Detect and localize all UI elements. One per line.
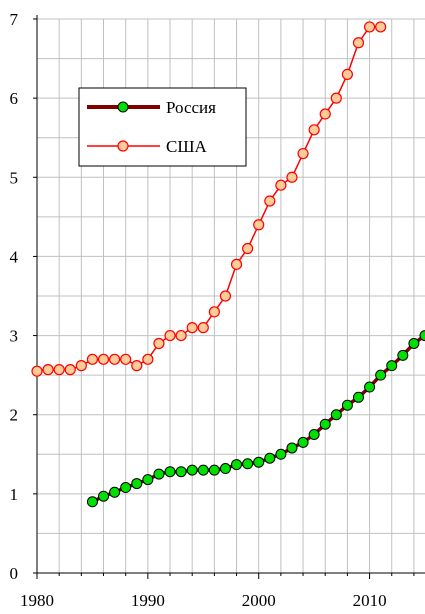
data-point bbox=[64, 364, 76, 376]
data-point bbox=[97, 353, 110, 365]
data-point bbox=[253, 456, 265, 468]
data-point bbox=[364, 381, 376, 393]
data-point bbox=[186, 464, 198, 476]
data-point bbox=[264, 452, 276, 464]
legend-label-usa: США bbox=[166, 137, 207, 156]
data-point bbox=[175, 329, 187, 342]
y-tick-label: 7 bbox=[10, 10, 19, 29]
x-tick-label: 1990 bbox=[131, 591, 165, 610]
data-point bbox=[42, 364, 54, 376]
data-point bbox=[386, 360, 398, 372]
series bbox=[31, 21, 425, 508]
data-point bbox=[219, 290, 232, 302]
x-tick-label: 2000 bbox=[242, 591, 276, 610]
data-point bbox=[330, 409, 342, 421]
y-tick-label: 6 bbox=[10, 89, 19, 108]
data-point bbox=[297, 436, 309, 448]
data-point bbox=[230, 258, 243, 270]
data-point bbox=[308, 429, 320, 440]
data-point bbox=[120, 353, 132, 365]
tick-labels: 0 1 2 3 4 5 6 7 1980 1990 2000 2010 bbox=[10, 10, 387, 610]
data-point bbox=[164, 329, 176, 342]
data-point bbox=[131, 360, 143, 372]
legend-swatch-russia-marker bbox=[117, 101, 129, 113]
data-point bbox=[352, 37, 365, 49]
legend-entry-russia: Россия bbox=[87, 98, 216, 117]
data-point bbox=[208, 306, 220, 318]
data-point bbox=[275, 179, 287, 191]
data-point bbox=[53, 364, 65, 376]
data-point bbox=[308, 124, 320, 136]
data-point bbox=[153, 468, 165, 480]
data-point bbox=[253, 219, 265, 231]
legend-box bbox=[78, 87, 247, 167]
legend-label-russia: Россия bbox=[166, 98, 216, 117]
data-point bbox=[264, 195, 276, 207]
legend-entry-usa: США bbox=[87, 137, 207, 156]
y-tick-label: 1 bbox=[10, 485, 19, 504]
legend-swatch-usa-marker bbox=[117, 140, 129, 152]
axes bbox=[33, 15, 425, 579]
data-point bbox=[219, 463, 231, 475]
data-point bbox=[286, 442, 298, 454]
data-point bbox=[142, 474, 154, 486]
legend: Россия США bbox=[78, 87, 247, 167]
data-point bbox=[98, 490, 110, 502]
data-point bbox=[375, 21, 387, 33]
y-tick-label: 4 bbox=[10, 247, 19, 266]
data-point bbox=[186, 322, 198, 334]
data-point bbox=[131, 478, 143, 490]
data-point bbox=[330, 92, 342, 104]
data-point bbox=[109, 486, 121, 498]
data-point bbox=[197, 322, 209, 334]
data-point bbox=[397, 349, 409, 361]
data-point bbox=[352, 391, 364, 403]
data-point bbox=[108, 353, 121, 365]
data-point bbox=[341, 399, 353, 411]
data-point bbox=[231, 459, 243, 471]
y-tick-label: 0 bbox=[10, 564, 19, 583]
data-point bbox=[286, 171, 298, 183]
data-point bbox=[375, 369, 387, 381]
data-point bbox=[197, 464, 209, 476]
data-point bbox=[86, 353, 99, 365]
data-point bbox=[319, 418, 331, 430]
data-point bbox=[120, 482, 132, 494]
data-point bbox=[175, 466, 187, 478]
data-point bbox=[419, 330, 425, 342]
data-point bbox=[242, 242, 254, 255]
data-point bbox=[142, 353, 154, 365]
series-line bbox=[36, 26, 381, 372]
series-usa bbox=[31, 21, 387, 377]
y-tick-label: 5 bbox=[10, 168, 19, 187]
data-point bbox=[164, 466, 176, 478]
data-point bbox=[408, 337, 420, 349]
data-point bbox=[341, 68, 353, 81]
series-russia bbox=[86, 330, 425, 508]
data-point bbox=[319, 108, 331, 120]
data-point bbox=[363, 21, 376, 33]
data-point bbox=[242, 458, 254, 470]
y-tick-label: 3 bbox=[10, 327, 19, 346]
data-point bbox=[153, 337, 165, 350]
y-tick-label: 2 bbox=[10, 406, 19, 425]
x-tick-label: 2010 bbox=[353, 591, 387, 610]
data-point bbox=[75, 360, 87, 372]
data-point bbox=[297, 147, 309, 160]
x-tick-label: 1980 bbox=[20, 591, 54, 610]
data-point bbox=[208, 464, 220, 476]
data-point bbox=[86, 496, 98, 508]
data-point bbox=[31, 365, 43, 377]
data-point bbox=[275, 448, 287, 460]
